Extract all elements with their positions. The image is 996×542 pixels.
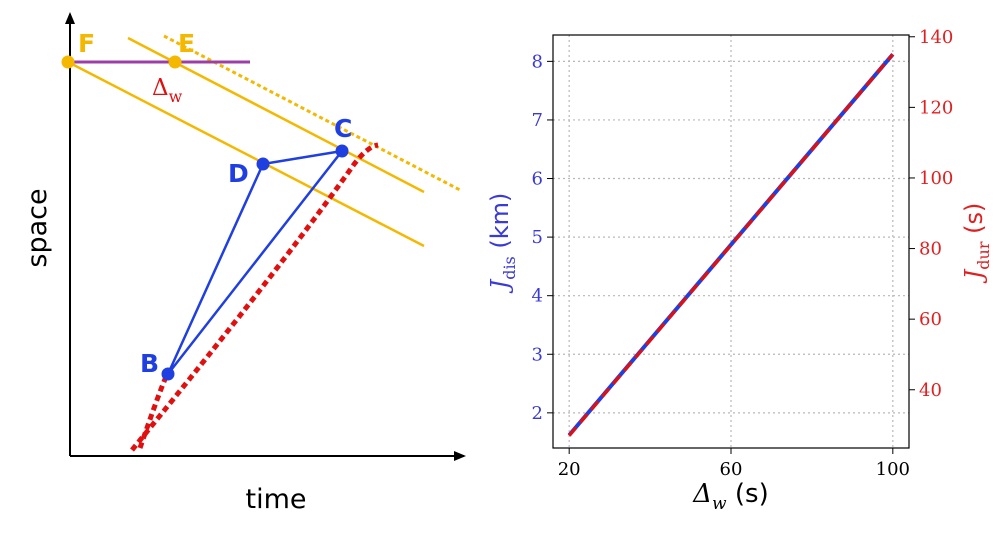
point-c-marker [335,144,349,158]
label-e: E [178,29,195,58]
left-tick-label-3: 3 [532,344,543,365]
red-dotted-curve [130,142,379,452]
left-tick-label-4: 4 [532,286,543,307]
x-tick-label-100: 100 [876,459,910,480]
x-axis-label: time [245,484,306,515]
label-f: F [78,29,95,58]
series-j-dur [567,53,895,437]
series-layer [567,53,895,437]
x-tick-label-20: 20 [558,459,581,480]
x-tick-label-60: 60 [720,459,743,480]
label-c: C [334,114,352,143]
tick-layer: 20 60 100 2 3 4 5 6 7 8 40 60 80 100 120 140 [532,27,954,480]
left-tick-label-6: 6 [532,169,543,190]
left-tick-label-7: 7 [532,110,543,131]
right-tick-label-140: 140 [919,27,953,48]
grid-layer [553,35,909,448]
point-e-marker [168,55,182,69]
label-b: B [140,349,159,378]
left-tick-label-8: 8 [532,51,543,72]
right-tick-label-40: 40 [919,380,942,401]
point-d-marker [256,157,270,171]
right-axis-title: Jdur (s) [960,203,993,285]
yellow-dotted-line [163,34,461,192]
left-tick-label-2: 2 [532,403,543,424]
line-chart: 20 60 100 2 3 4 5 6 7 8 40 60 80 100 120 140 Δw (s) Jdi… [486,27,993,514]
right-tick-label-80: 80 [919,239,942,260]
delta-w-label: Δw [152,75,183,106]
left-tick-label-5: 5 [532,227,543,248]
right-tick-label-100: 100 [919,168,953,189]
label-d: D [228,159,249,188]
point-b-marker [161,367,175,381]
blue-polygon [166,149,345,375]
y-axis-label: space [22,188,53,267]
yellow-line-from-f [67,60,425,248]
right-tick-label-60: 60 [919,309,942,330]
x-axis-title: Δw (s) [692,479,768,514]
left-axis-title: Jdis (km) [486,193,519,295]
point-f-marker [61,55,75,69]
right-tick-label-120: 120 [919,97,953,118]
space-time-diagram: time space F E C D B Δw [22,12,466,515]
